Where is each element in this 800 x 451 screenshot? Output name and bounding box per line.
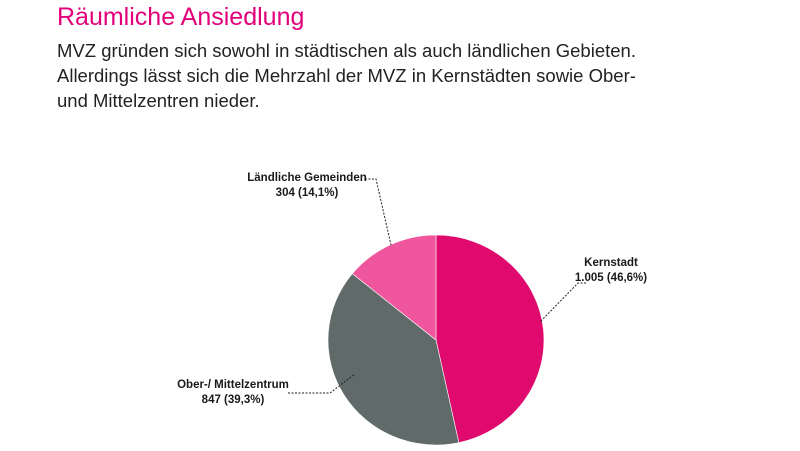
intro-line-1: MVZ gründen sich sowohl in städtischen a… xyxy=(57,40,636,61)
leader-laendliche xyxy=(365,178,392,246)
intro-line-2: Allerdings lässt sich die Mehrzahl der M… xyxy=(57,65,636,86)
label-kernstadt: Kernstadt xyxy=(584,257,638,269)
page-title: Räumliche Ansiedlung xyxy=(57,3,305,31)
slice-kernstadt xyxy=(435,234,545,443)
value-laendliche: 304 (14,1%) xyxy=(276,187,339,199)
slice-laendliche xyxy=(351,234,437,341)
label-mittelzentrum: Ober-/ Mittelzentrum xyxy=(177,379,289,391)
label-laendliche: Ländliche Gemeinden xyxy=(247,172,367,184)
value-mittelzentrum: 847 (39,3%) xyxy=(202,394,265,406)
pie-slices xyxy=(327,234,545,446)
leader-mittelzentrum xyxy=(288,373,356,394)
leader-lines xyxy=(288,178,586,394)
leader-kernstadt xyxy=(539,282,586,323)
slice-mittelzentrum xyxy=(327,273,460,446)
intro-line-3: und Mittelzentren nieder. xyxy=(57,90,260,111)
intro-text: MVZ gründen sich sowohl in städtischen a… xyxy=(57,38,757,113)
value-kernstadt: 1.005 (46,6%) xyxy=(575,272,647,284)
